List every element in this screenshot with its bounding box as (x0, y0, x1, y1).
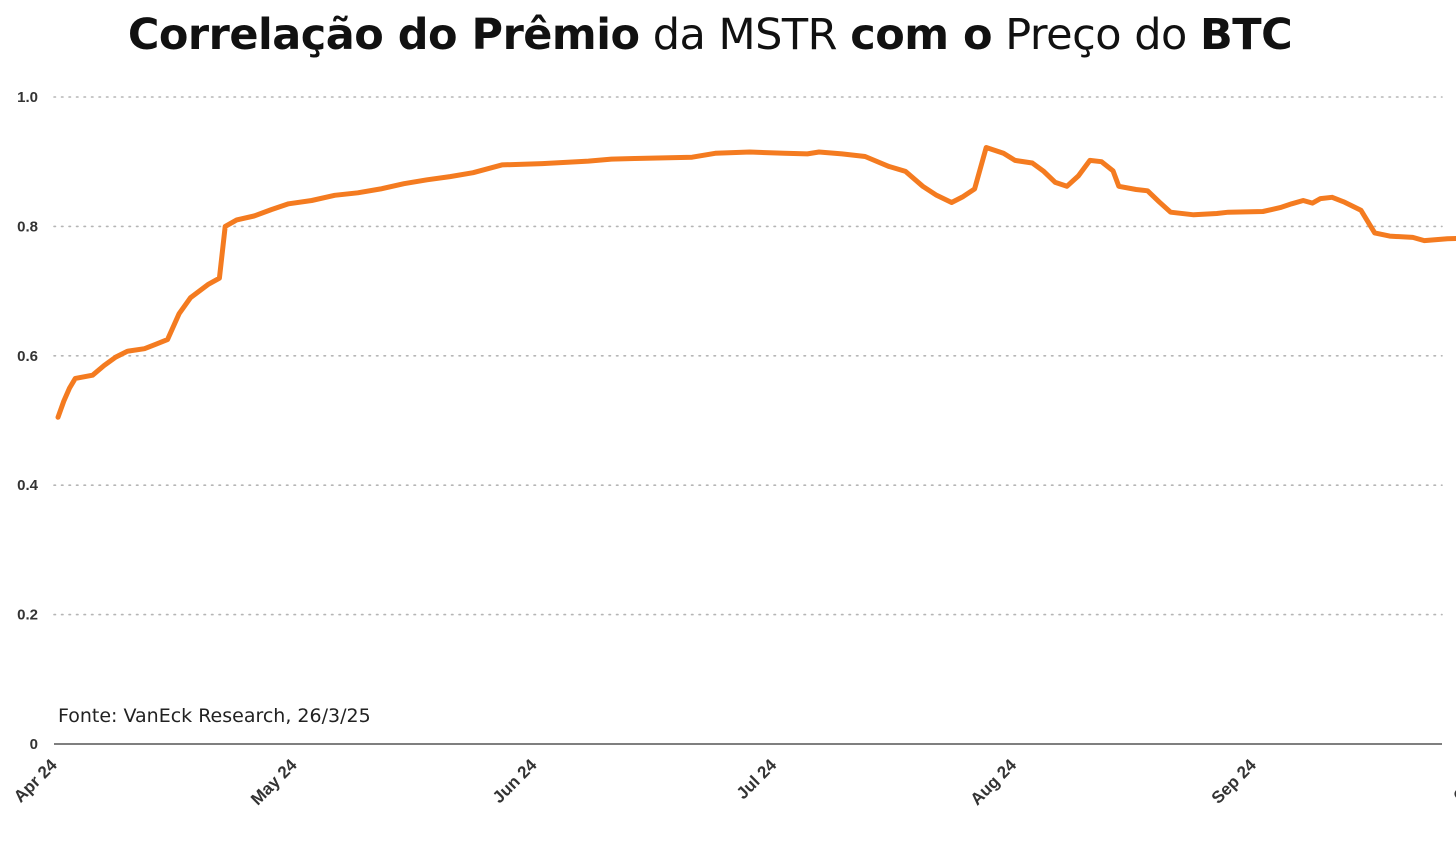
x-tick-label: Jun 24 (489, 755, 541, 807)
y-axis-ticks: 0 0.2 0.4 0.6 0.8 1.0 (17, 89, 39, 753)
x-tick-label: Aug 24 (967, 755, 1021, 809)
title-part-5: BTC (1200, 10, 1293, 60)
y-tick-label: 0.2 (17, 607, 38, 624)
title-part-1: Correlação do Prêmio (127, 10, 640, 60)
x-tick-label: May 24 (247, 755, 301, 809)
title-part-2: da MSTR (639, 10, 851, 60)
x-tick-label: Sep 24 (1208, 755, 1261, 808)
y-tick-label: 0.4 (17, 477, 39, 494)
y-tick-label: 0.8 (17, 218, 38, 235)
title-part-4: Preço do (992, 10, 1201, 60)
x-tick-label: Oct 24 (1450, 755, 1456, 806)
series-layer (55, 145, 1456, 420)
source-note: Fonte: VanEck Research, 26/3/25 (58, 705, 371, 727)
series-line (55, 145, 1456, 420)
x-tick-label: Jul 24 (733, 755, 781, 803)
chart-title: Correlação do Prêmio da MSTR com o Preço… (0, 10, 1420, 60)
x-axis-ticks: Apr 24 May 24 Jun 24 Jul 24 Aug 24 Sep 24 Oct … (10, 755, 1456, 809)
x-tick-label: Apr 24 (10, 755, 61, 806)
y-tick-label: 1.0 (17, 89, 38, 106)
y-tick-label: 0 (30, 736, 38, 753)
y-tick-label: 0.6 (17, 348, 38, 365)
gridlines (53, 96, 1443, 616)
title-part-3: com o (850, 10, 993, 60)
